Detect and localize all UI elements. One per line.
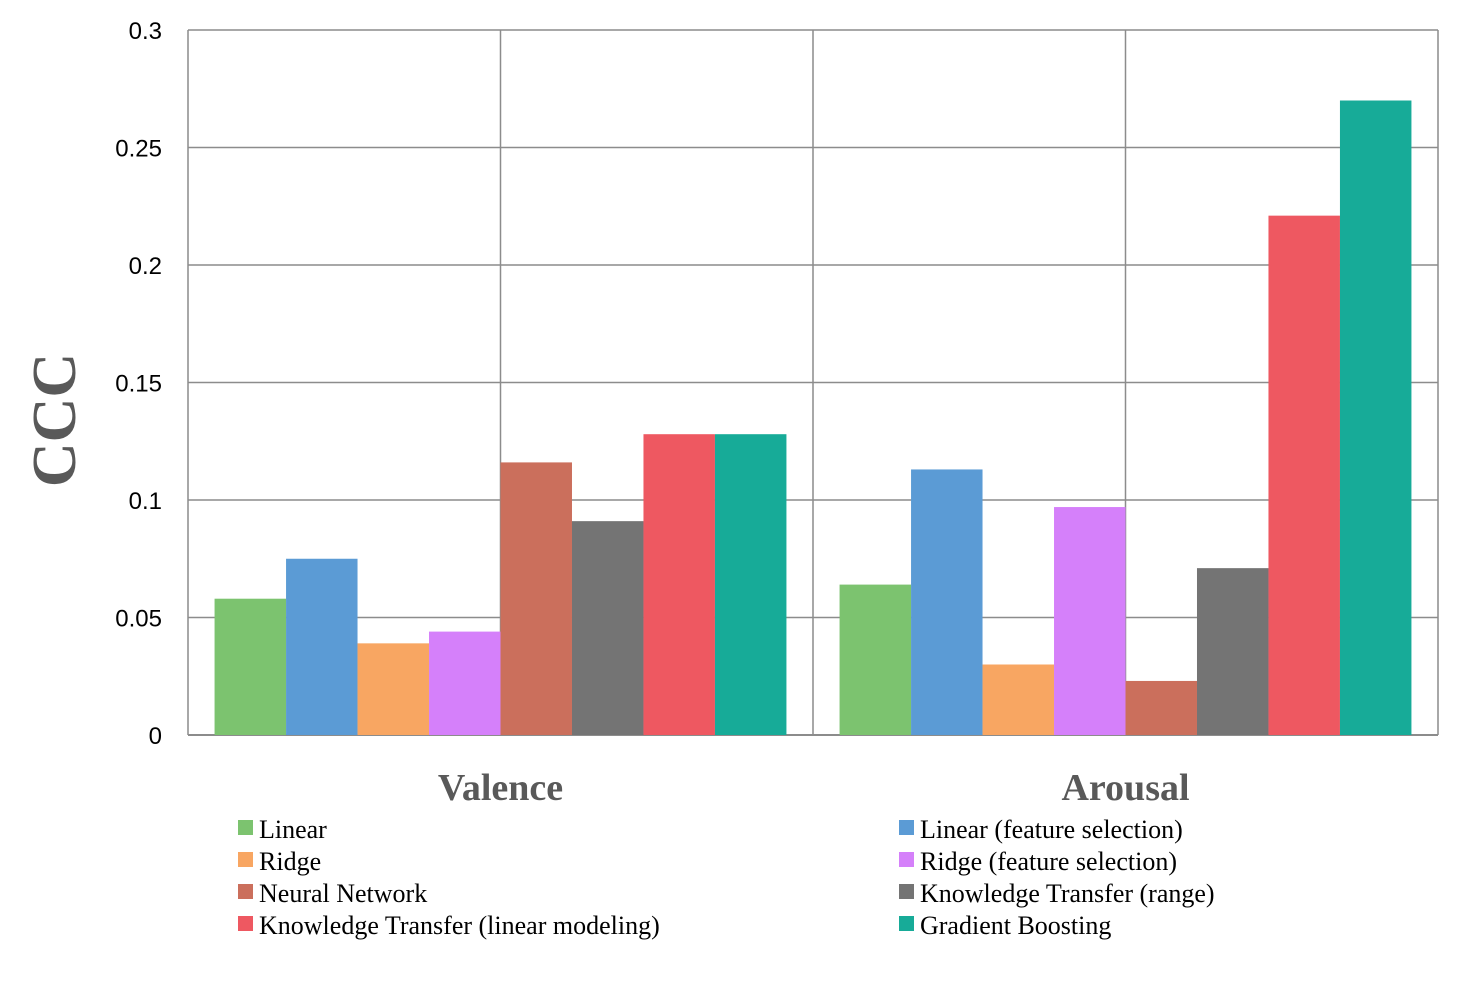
y-tick-label: 0.1 — [129, 488, 162, 515]
bar-arousal-6 — [1268, 215, 1340, 735]
bar-arousal-7 — [1339, 100, 1412, 735]
legend-label: Ridge (feature selection) — [920, 847, 1177, 876]
y-axis-title: CCC — [21, 353, 89, 487]
legend-item: Knowledge Transfer (linear modeling) — [238, 911, 660, 940]
bar-valence-7 — [714, 434, 787, 735]
bar-arousal-3 — [1054, 507, 1126, 735]
y-tick-label: 0 — [149, 723, 162, 750]
legend-item: Linear — [238, 815, 327, 844]
bars — [214, 100, 1412, 735]
legend-swatch — [899, 884, 914, 899]
legend-label: Linear (feature selection) — [920, 815, 1183, 844]
y-tick-label: 0.05 — [115, 606, 162, 633]
bar-arousal-1 — [911, 469, 983, 735]
legend: Linear Linear (feature selection) Ridge Rid… — [238, 815, 1215, 940]
legend-item: Neural Network — [238, 879, 427, 908]
bar-valence-4 — [500, 462, 572, 735]
category-labels: Valence Arousal — [438, 767, 1190, 809]
legend-item: Knowledge Transfer (range) — [899, 879, 1215, 908]
legend-label: Knowledge Transfer (linear modeling) — [259, 911, 660, 940]
legend-label: Knowledge Transfer (range) — [920, 879, 1215, 908]
bar-valence-5 — [571, 521, 644, 735]
bar-valence-6 — [643, 434, 715, 735]
bar-arousal-4 — [1125, 680, 1197, 735]
bar-valence-0 — [214, 598, 287, 735]
legend-swatch — [899, 916, 914, 931]
legend-swatch — [238, 916, 253, 931]
legend-item: Ridge (feature selection) — [899, 847, 1177, 876]
category-label: Valence — [438, 767, 563, 809]
bar-valence-3 — [429, 631, 501, 735]
bar-arousal-2 — [982, 664, 1055, 735]
y-tick-label: 0.2 — [129, 253, 162, 280]
legend-item: Gradient Boosting — [899, 911, 1111, 940]
legend-swatch — [238, 820, 253, 835]
y-tick-label: 0.25 — [115, 136, 162, 163]
legend-item: Linear (feature selection) — [899, 815, 1183, 844]
category-label: Arousal — [1061, 767, 1189, 809]
y-tick-labels: 0 0.05 0.1 0.15 0.2 0.25 0.3 — [115, 18, 162, 750]
legend-item: Ridge — [238, 847, 321, 876]
legend-label: Linear — [259, 815, 327, 844]
legend-swatch — [238, 852, 253, 867]
legend-swatch — [238, 884, 253, 899]
legend-swatch — [899, 852, 914, 867]
bar-arousal-0 — [839, 584, 912, 735]
legend-label: Ridge — [259, 847, 321, 876]
legend-swatch — [899, 820, 914, 835]
legend-label: Gradient Boosting — [920, 911, 1111, 940]
bar-arousal-5 — [1196, 568, 1269, 735]
y-tick-label: 0.3 — [129, 18, 162, 45]
bar-valence-1 — [286, 558, 358, 735]
y-tick-label: 0.15 — [115, 371, 162, 398]
bar-valence-2 — [357, 643, 430, 735]
legend-label: Neural Network — [259, 879, 427, 908]
